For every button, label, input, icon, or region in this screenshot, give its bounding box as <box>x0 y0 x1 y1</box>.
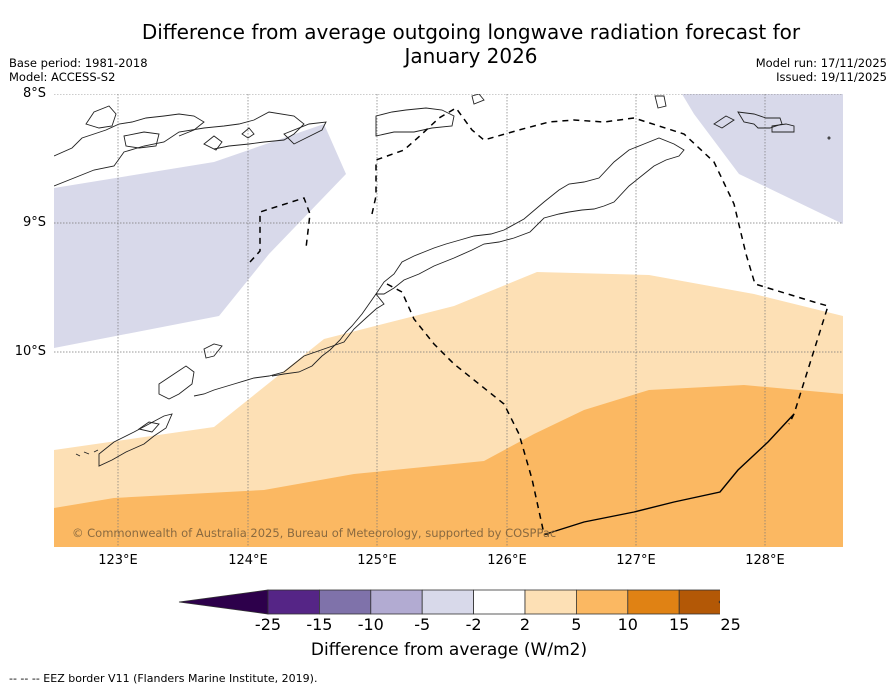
region-negative-light <box>54 124 346 348</box>
map-title: Difference from average outgoing longwav… <box>96 20 846 68</box>
model-info: Base period: 1981-2018 Model: ACCESS-S2 <box>9 56 148 84</box>
eez-border-solid-segment <box>545 413 795 535</box>
colorbar-tick-label: -10 <box>357 615 384 634</box>
colorbar-tick-label: -5 <box>414 615 431 634</box>
colorbar-tick-label: 10 <box>617 615 638 634</box>
title-line-1: Difference from average outgoing longwav… <box>141 20 801 44</box>
colorbar-label: Difference from average (W/m2) <box>310 640 588 660</box>
model-name: Model: ACCESS-S2 <box>9 70 116 84</box>
eez-border <box>249 107 829 535</box>
graticule <box>54 94 843 547</box>
colorbar-segment <box>678 589 720 615</box>
lon-label-126e: 126°E <box>487 553 527 568</box>
lon-label-124e: 124°E <box>228 553 268 568</box>
colorbar-segment <box>627 589 680 615</box>
region-positive-medium <box>54 385 843 547</box>
colorbar-segment <box>318 589 372 615</box>
colorbar-tick-label: 25 <box>720 615 741 634</box>
title-line-2: January 2026 <box>404 44 538 68</box>
lon-label-128e: 128°E <box>745 553 785 568</box>
colorbar-tick-label: 2 <box>519 615 531 634</box>
base-period: Base period: 1981-2018 <box>9 56 148 70</box>
eez-footnote: -- -- -- EEZ border V11 (Flanders Marine… <box>9 672 318 685</box>
lat-label-10s: 10°S <box>14 344 46 359</box>
coastline <box>54 94 831 467</box>
lat-label-8s: 8°S <box>22 86 46 101</box>
colorbar-segment <box>524 589 577 615</box>
colorbar-tick-label: -25 <box>254 615 282 634</box>
colorbar-tick-label: -2 <box>465 615 482 634</box>
colorbar-tick-label: 15 <box>669 615 690 634</box>
colorbar-segment <box>421 589 474 615</box>
colorbar-segment <box>575 589 629 615</box>
forecast-map <box>54 94 843 547</box>
colorbar <box>178 589 720 615</box>
colorbar-segment <box>267 589 320 615</box>
lon-label-125e: 125°E <box>357 553 397 568</box>
copyright-notice: © Commonwealth of Australia 2025, Bureau… <box>72 526 557 540</box>
colorbar-extend-over <box>718 600 720 604</box>
region-negative-light-ne <box>682 94 843 224</box>
lon-label-123e: 123°E <box>98 553 138 568</box>
colorbar-tick-label: 5 <box>571 615 582 634</box>
lat-label-9s: 9°S <box>22 215 46 230</box>
lon-label-127e: 127°E <box>616 553 656 568</box>
model-run-date: Model run: 17/11/2025 <box>755 56 887 70</box>
run-info: Model run: 17/11/2025 Issued: 19/11/2025 <box>756 56 887 84</box>
colorbar-tick-label: -15 <box>306 615 333 634</box>
colorbar-extend-under <box>178 589 269 615</box>
issued-date: Issued: 19/11/2025 <box>776 70 887 84</box>
colorbar-segment <box>473 589 526 615</box>
colorbar-segment <box>370 589 423 615</box>
